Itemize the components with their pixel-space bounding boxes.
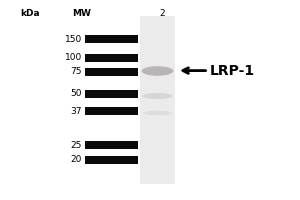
Bar: [85, 107, 138, 115]
Text: 25: 25: [70, 140, 82, 149]
Text: 100: 100: [65, 53, 82, 62]
Bar: [85, 68, 138, 76]
Text: 75: 75: [70, 68, 82, 76]
Ellipse shape: [142, 66, 173, 76]
Bar: [85, 35, 138, 43]
Text: kDa: kDa: [20, 8, 40, 18]
Text: 2: 2: [159, 8, 165, 18]
Text: LRP-1: LRP-1: [210, 64, 255, 78]
Text: 150: 150: [65, 34, 82, 44]
Ellipse shape: [143, 111, 172, 115]
Text: 50: 50: [70, 90, 82, 98]
Bar: [140, 16, 175, 184]
Text: 20: 20: [70, 156, 82, 164]
Ellipse shape: [142, 93, 173, 99]
Bar: [85, 54, 138, 62]
Text: MW: MW: [72, 8, 91, 18]
Bar: [85, 156, 138, 164]
Bar: [85, 90, 138, 98]
Bar: [85, 141, 138, 149]
Text: 37: 37: [70, 106, 82, 116]
